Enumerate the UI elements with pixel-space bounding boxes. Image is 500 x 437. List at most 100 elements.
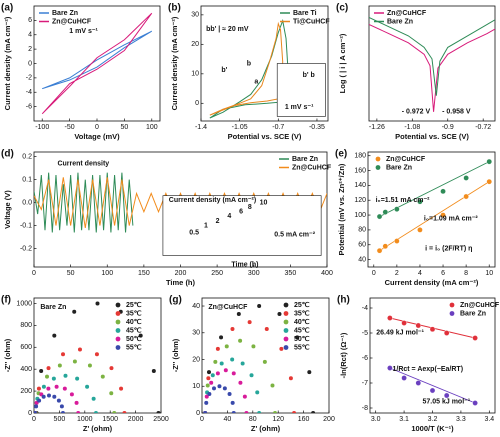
- x-tick-label: 10: [485, 270, 493, 277]
- data-point: [238, 338, 243, 343]
- data-point: [230, 400, 235, 405]
- data-point: [34, 411, 38, 413]
- series-line: [209, 18, 290, 119]
- legend-label: 40℃: [126, 318, 142, 326]
- data-point: [440, 212, 446, 218]
- data-point: [394, 238, 400, 244]
- data-point: [257, 304, 262, 309]
- data-point: [60, 411, 65, 413]
- y-tick-label: 0: [28, 410, 32, 417]
- data-point: [222, 386, 227, 391]
- data-point: [429, 387, 436, 394]
- legend-swatch: [115, 311, 121, 316]
- data-point: [209, 380, 214, 385]
- x-tick-label: 3.0: [371, 416, 381, 423]
- data-point: [91, 396, 96, 401]
- series-line: [369, 17, 495, 96]
- x-tick-label: 120: [272, 416, 284, 423]
- x-tick-label: 160: [298, 416, 310, 423]
- annotation: Current density: [57, 160, 109, 167]
- y-tick-label: 160: [354, 167, 366, 174]
- x-axis-label: Current density (mA cm⁻²): [385, 278, 479, 287]
- y-tick-label: 20: [191, 41, 199, 48]
- annotation: 0.5 mA cm⁻²: [274, 232, 315, 239]
- data-point: [230, 327, 235, 332]
- data-point: [51, 376, 56, 381]
- x-tick-label: 150: [138, 270, 150, 277]
- legend-swatch: [283, 302, 289, 308]
- legend-label: 45℃: [126, 326, 142, 334]
- y-tick-label: 200: [20, 388, 32, 395]
- legend-label: Zn@CuHCF: [387, 10, 427, 17]
- legend-swatch: [449, 302, 455, 308]
- data-point: [109, 391, 114, 396]
- data-point: [311, 411, 316, 413]
- y-tick-label: -8: [362, 405, 368, 412]
- x-tick-label: -100: [35, 124, 49, 131]
- data-layer: [387, 315, 478, 406]
- x-tick-label: -0.72: [475, 124, 491, 131]
- legend-label: Bare Zn: [460, 310, 486, 317]
- data-point: [56, 398, 61, 403]
- annotation: 1 mV s⁻¹: [285, 104, 314, 111]
- x-tick-label: -1.05: [232, 124, 248, 131]
- x-axis-label: Potential vs. SCE (V): [228, 132, 302, 141]
- data-layer: [203, 304, 316, 413]
- y-tick-label: 120: [354, 197, 366, 204]
- annotation: a: [254, 79, 258, 86]
- data-point: [238, 380, 243, 385]
- data-point: [34, 404, 39, 409]
- data-point: [247, 320, 252, 325]
- data-layer: [34, 301, 161, 413]
- data-point: [109, 366, 114, 371]
- legend-swatch: [283, 336, 289, 342]
- data-point: [401, 320, 407, 326]
- data-point: [57, 363, 62, 368]
- data-point: [463, 193, 469, 200]
- data-point: [210, 373, 215, 378]
- data-point: [417, 198, 423, 205]
- legend-swatch: [115, 302, 121, 308]
- annotation: 2: [216, 218, 220, 225]
- data-point: [205, 383, 210, 388]
- y-axis-label: Log ( | i | A cm⁻²): [338, 33, 347, 93]
- data-point: [288, 376, 293, 381]
- y-tick-label: -7: [362, 380, 368, 387]
- y-tick-label: 800: [20, 322, 32, 329]
- data-point: [472, 400, 478, 406]
- panel-label: (e): [335, 149, 347, 160]
- data-point: [376, 247, 383, 254]
- inset-frame: [162, 195, 322, 256]
- x-tick-label: 50: [120, 124, 128, 131]
- data-point: [443, 330, 450, 336]
- data-point: [429, 326, 436, 333]
- x-axis-label: Z' (ohm): [83, 424, 113, 433]
- data-point: [382, 209, 389, 215]
- panel: (b) -1.4 -1.05 -0.7 -0.35 0 10 20 30 Potential vs…: [168, 3, 330, 141]
- data-point: [138, 333, 143, 338]
- x-tick-label: 3.4: [484, 416, 494, 423]
- legend-label: Zn@CuHCF: [52, 18, 92, 25]
- legend-swatch: [283, 311, 289, 316]
- x-tick-label: 0: [32, 416, 36, 423]
- legend-swatch: [283, 345, 289, 350]
- x-tick-label: 200: [323, 416, 335, 423]
- y-tick-label: -6: [362, 355, 368, 362]
- y-tick-label: 60: [358, 242, 366, 249]
- x-tick-label: 300: [248, 270, 260, 277]
- data-point: [95, 301, 100, 306]
- panel-label: (h): [337, 295, 350, 306]
- y-tick-label: -5: [362, 330, 368, 337]
- data-point: [236, 312, 241, 317]
- x-tick-label: -0.35: [309, 124, 325, 131]
- annotation: i = i₀ (2F/RT) η: [425, 245, 472, 252]
- data-point: [463, 175, 469, 181]
- data-point: [307, 370, 312, 375]
- legend-label: 50℃: [126, 335, 142, 343]
- x-tick-label: 400: [321, 270, 333, 277]
- annotation: 8: [248, 204, 252, 211]
- data-point: [61, 352, 66, 357]
- x-tick-label: -0.7: [272, 124, 284, 131]
- x-axis-label: Z' (ohm): [251, 424, 281, 433]
- x-tick-label: 1500: [102, 416, 118, 423]
